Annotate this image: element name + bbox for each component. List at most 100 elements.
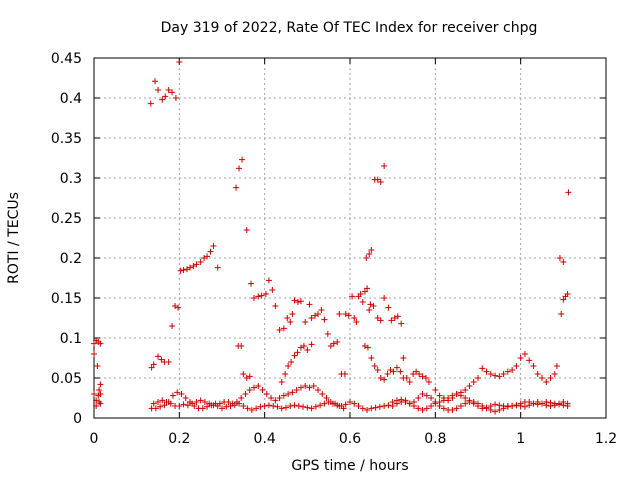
data-point [398,320,405,327]
data-point [293,387,300,393]
data-point [285,363,292,369]
data-point [163,399,170,405]
data-point [174,389,181,396]
data-point [300,403,307,410]
data-point [564,400,571,407]
data-point [150,400,157,407]
data-point [416,371,423,377]
data-point [397,368,404,375]
data-point [372,404,379,411]
data-point [295,403,302,409]
data-point [530,400,537,407]
data-point [289,389,296,396]
data-point [564,291,571,297]
data-point [258,292,265,299]
data-point [244,405,251,412]
data-point [398,396,405,403]
data-point [385,304,392,311]
data-point [334,402,341,409]
data-point [276,327,283,333]
data-point [547,375,554,381]
data-point [193,261,200,268]
data-point [272,303,279,309]
data-point [199,405,206,412]
data-point [263,391,270,397]
data-point [97,381,104,388]
data-point [355,403,362,409]
data-point [227,403,234,409]
y-tick-label: 0.45 [51,51,82,67]
y-tick-label: 0.3 [60,171,82,187]
data-point [268,395,275,401]
data-point [259,387,266,393]
data-point [415,395,422,401]
data-point [553,363,560,369]
data-point [274,403,281,410]
data-point [225,399,232,405]
data-point [384,371,391,377]
data-point [180,401,187,408]
data-point [393,397,400,404]
data-point [462,400,469,407]
data-point [509,367,516,373]
data-point [428,395,435,401]
data-point [257,403,264,410]
data-point [419,391,426,397]
data-point [403,375,410,381]
data-point [338,403,345,409]
data-point [96,387,103,393]
data-point [470,400,477,407]
data-point [182,395,189,401]
y-tick-label: 0.1 [60,331,82,347]
data-point [94,363,101,369]
data-point [526,357,533,364]
data-point [159,96,166,103]
data-points [91,59,572,415]
data-point [175,304,182,311]
data-point [306,384,313,391]
data-point [246,373,253,380]
data-point [219,405,225,412]
data-point [487,371,494,377]
data-point [147,100,154,107]
data-point [214,403,221,409]
data-point [325,399,332,405]
grid-lines [94,58,606,418]
data-point [415,405,422,412]
data-point [466,399,473,405]
data-point [521,403,528,410]
data-point [419,373,426,380]
data-point [504,403,511,410]
data-point [492,401,499,408]
data-point [496,402,503,409]
data-point [449,407,456,413]
data-point [351,400,358,407]
data-point [319,391,326,397]
data-point [368,355,375,361]
data-point [364,285,371,292]
data-point [242,391,249,397]
data-point [440,397,447,404]
data-point [238,395,245,401]
data-point [251,384,257,391]
data-point [425,379,432,385]
data-point [423,392,430,399]
data-point [504,368,511,375]
data-point [539,400,545,407]
x-tick-label: 0 [90,431,99,447]
data-point [287,403,294,409]
data-point [308,315,315,321]
data-point [265,402,272,409]
data-point [364,344,371,351]
data-point [236,400,243,407]
data-point [283,404,289,411]
data-point [323,395,330,401]
data-point [342,401,349,408]
data-point [291,297,298,304]
data-point [381,403,388,409]
data-point [269,287,276,293]
data-point [419,407,426,413]
data-point [457,403,464,409]
data-point [445,395,452,401]
